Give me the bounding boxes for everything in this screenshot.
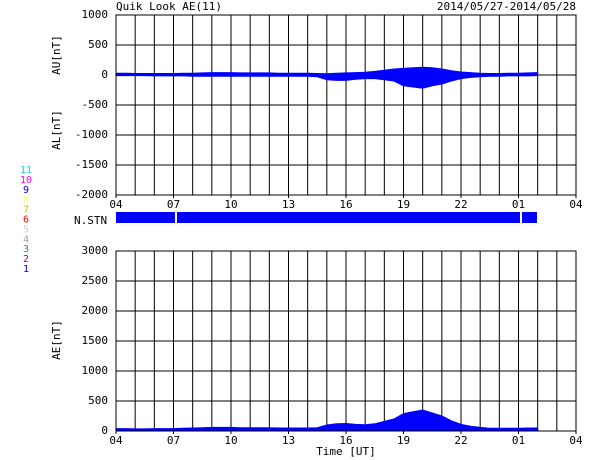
x-tick-label: 13 <box>282 198 295 211</box>
y-tick-label: -1000 <box>75 128 108 141</box>
x-tick-label: 04 <box>109 434 123 447</box>
x-tick-label: 10 <box>224 198 237 211</box>
y-tick-label: 500 <box>88 38 108 51</box>
y-axis-title: AE[nT] <box>50 320 63 360</box>
y-tick-label: 3000 <box>82 244 109 257</box>
x-tick-label: 04 <box>569 198 583 211</box>
station-count: 5 <box>23 224 29 235</box>
x-tick-label: 01 <box>512 434 525 447</box>
x-tick-label: 04 <box>569 434 583 447</box>
y-tick-label: 1000 <box>82 8 109 21</box>
plot-frame <box>115 14 577 196</box>
area <box>115 409 539 432</box>
station-gap <box>520 212 522 223</box>
y-tick-label: 0 <box>101 68 108 81</box>
station-count: 4 <box>23 234 29 245</box>
y-axis-title: AL[nT] <box>50 110 63 150</box>
station-gap <box>175 212 177 223</box>
chart-title: Quik Look AE(11) <box>116 0 222 13</box>
station-bar <box>116 212 537 223</box>
plot-frame <box>115 250 577 432</box>
x-tick-label: 19 <box>397 198 410 211</box>
date-range: 2014/05/27-2014/05/28 <box>437 0 576 13</box>
area <box>115 66 539 76</box>
x-tick-label: 19 <box>397 434 410 447</box>
station-count: 7 <box>23 205 29 216</box>
y-tick-label: 2000 <box>82 304 109 317</box>
x-tick-label: 04 <box>109 198 123 211</box>
station-count: 3 <box>23 244 29 255</box>
station-count: 6 <box>23 215 29 226</box>
x-tick-label: 07 <box>167 198 180 211</box>
station-count: 2 <box>23 254 29 265</box>
x-tick-label: 22 <box>454 434 467 447</box>
y-tick-label: -500 <box>82 98 109 111</box>
station-count: 8 <box>23 195 29 206</box>
area <box>115 74 539 89</box>
x-tick-label: 16 <box>339 434 352 447</box>
x-tick-label: 13 <box>282 434 295 447</box>
x-tick-label: 22 <box>454 198 467 211</box>
station-count: 10 <box>20 175 32 186</box>
station-count: 11 <box>20 165 32 176</box>
x-tick-label: 16 <box>339 198 352 211</box>
y-axis-title: AU[nT] <box>50 35 63 75</box>
y-tick-label: -2000 <box>75 188 108 201</box>
y-tick-label: 0 <box>101 424 108 437</box>
x-tick-label: 07 <box>167 434 180 447</box>
y-tick-label: -1500 <box>75 158 108 171</box>
y-tick-label: 500 <box>88 394 108 407</box>
x-tick-label: 10 <box>224 434 237 447</box>
y-tick-label: 1500 <box>82 334 109 347</box>
station-panel-label: N.STN <box>74 214 107 227</box>
station-count: 1 <box>23 264 29 275</box>
x-tick-label: 01 <box>512 198 525 211</box>
y-tick-label: 1000 <box>82 364 109 377</box>
y-tick-label: 2500 <box>82 274 109 287</box>
station-count: 9 <box>23 185 29 196</box>
x-axis-title: Time [UT] <box>316 445 376 458</box>
